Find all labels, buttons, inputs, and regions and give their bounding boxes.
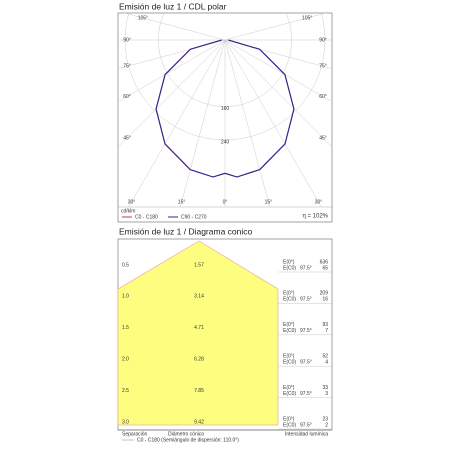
angle-tick-label: 75° (319, 64, 327, 70)
unit: cd/klm (121, 208, 135, 214)
height: 0.5 (122, 262, 129, 268)
diameter: 1.57 (194, 262, 204, 268)
grid-spoke (224, 39, 332, 103)
ec-value: 16 (322, 297, 328, 303)
e0-label: E(0°) (283, 259, 295, 265)
ec-label: E(C0) (283, 265, 296, 271)
e0-value: 93 (322, 322, 328, 328)
height: 2.0 (122, 357, 129, 363)
grid-spoke (224, 13, 327, 41)
angle-tick-label: 90° (123, 37, 131, 43)
grid-spoke (224, 39, 322, 207)
e0-value: 209 (320, 291, 329, 297)
e0-label: E(0°) (283, 322, 295, 328)
ec-value: 2 (325, 422, 328, 428)
angle-tick-label: 60° (123, 94, 131, 100)
ec-value: 4 (325, 360, 328, 366)
ec-value: 7 (325, 328, 328, 334)
ec-value: 65 (322, 265, 328, 271)
height: 3.0 (122, 419, 129, 425)
e0-label: E(0°) (283, 416, 295, 422)
ec-label: E(C0) (283, 360, 296, 366)
grid-spoke (224, 39, 332, 69)
diameter: 4.71 (194, 325, 204, 331)
diameter: 9.42 (194, 419, 204, 425)
angle: 97.5° (300, 391, 312, 397)
ec-label: E(C0) (283, 422, 296, 428)
e0-label: E(0°) (283, 291, 295, 297)
diameter: 6.28 (194, 357, 204, 363)
e0-label: E(0°) (283, 385, 295, 391)
angle: 97.5° (300, 422, 312, 428)
ec-label: E(C0) (283, 391, 296, 397)
grid-spoke (123, 13, 226, 41)
angle-tick-label: 15° (178, 199, 186, 205)
polar-curve (155, 39, 226, 178)
r-tick-label: 240 (221, 139, 230, 145)
legend-label: C0 - C180 (Semiángulo de dispersión: 110… (137, 437, 239, 443)
height: 2.5 (122, 388, 129, 394)
angle-tick-label: 105° (302, 15, 312, 21)
angle: 97.5° (300, 360, 312, 366)
ec-label: E(C0) (283, 328, 296, 334)
column-label: Intensidad lumínica (285, 431, 328, 437)
grid-spoke (224, 39, 271, 207)
e0-value: 636 (320, 259, 329, 265)
grid-spoke (118, 39, 226, 103)
cone-area (117, 240, 279, 426)
cone-title: Emisión de luz 1 / Diagrama conico (119, 226, 253, 236)
ec-label: E(C0) (283, 297, 296, 303)
diameter: 7.85 (194, 388, 204, 394)
angle-tick-label: 45° (319, 135, 327, 141)
angle-tick-label: 75° (123, 64, 131, 70)
efficiency: η = 102% (302, 214, 328, 220)
polar-frame (117, 12, 333, 223)
polar-curve (224, 39, 295, 178)
r-tick-label: 160 (221, 106, 230, 112)
angle: 97.5° (300, 297, 312, 303)
angle-tick-label: 45° (123, 135, 131, 141)
polar-title: Emisión de luz 1 / CDL polar (119, 1, 227, 11)
grid-spoke (118, 39, 226, 69)
polar-curve (224, 39, 295, 178)
polar-curve (155, 39, 226, 178)
angle: 97.5° (300, 328, 312, 334)
grid-spoke (179, 39, 226, 207)
height: 1.5 (122, 325, 129, 331)
e0-value: 33 (322, 385, 328, 391)
column-label: Diámetro cónico (168, 431, 204, 437)
e0-value: 23 (322, 416, 328, 422)
grid-spoke (128, 39, 226, 207)
angle-tick-label: 0° (223, 199, 228, 205)
column-label: Separación (122, 431, 148, 437)
angle-tick-label: 60° (319, 94, 327, 100)
angle-tick-label: 30° (315, 199, 323, 205)
angle-tick-label: 90° (319, 37, 327, 43)
grid-spoke (118, 39, 226, 148)
angle: 97.5° (300, 265, 312, 271)
diameter: 3.14 (194, 294, 204, 300)
angle-tick-label: 105° (138, 15, 148, 21)
angle-tick-label: 30° (128, 199, 136, 205)
height: 1.0 (122, 294, 129, 300)
e0-value: 52 (322, 354, 328, 360)
legend-label: C0 - C180 (135, 214, 158, 220)
e0-label: E(0°) (283, 354, 295, 360)
ec-value: 3 (325, 391, 328, 397)
legend-label: C90 - C270 (181, 214, 207, 220)
angle-tick-label: 15° (265, 199, 273, 205)
grid-spoke (224, 39, 332, 148)
